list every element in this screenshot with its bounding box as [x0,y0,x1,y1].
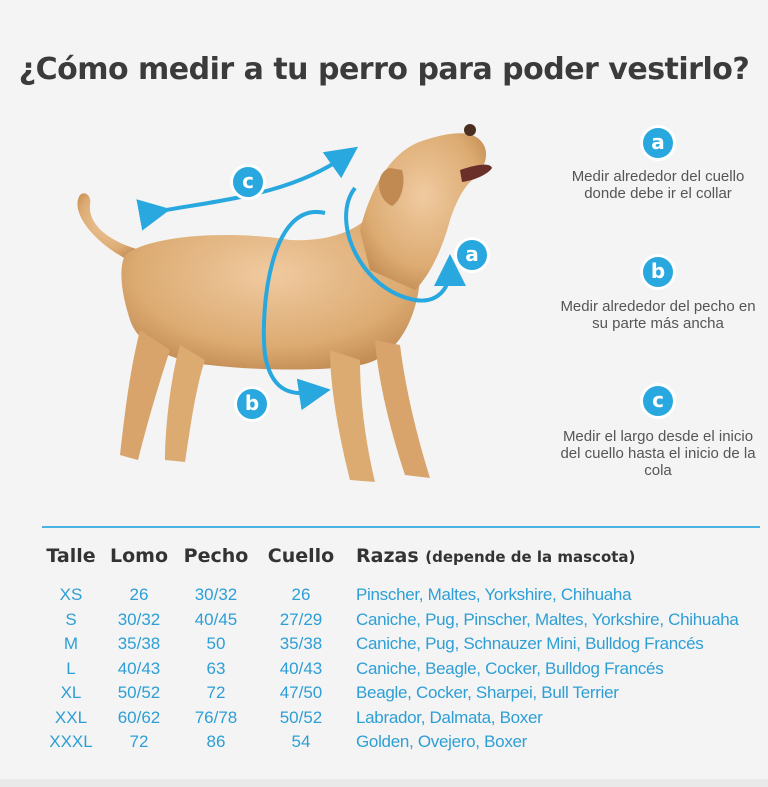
cell-razas: Caniche, Beagle, Cocker, Bulldog Francés [356,658,664,678]
dog-nose [464,124,476,136]
diagram-badge-a: a [454,237,490,273]
dog-illustration [77,124,492,482]
section-divider [42,526,760,528]
cell-pecho: 72 [206,683,226,703]
cell-cuello: 47/50 [279,683,323,703]
cell-talle: XXL [54,707,88,727]
cell-pecho: 86 [206,732,226,752]
diagram-badge-b: b [234,386,270,422]
legend-badge-a: a [640,125,676,161]
dog-leg-front-2 [375,340,430,478]
cell-lomo: 40/43 [117,658,161,678]
table-header-row: Talle Lomo Pecho Cuello Razas (depende d… [38,545,743,583]
table-body: XS 26 30/32 26 Pinscher, Maltes, Yorkshire, … [38,583,743,755]
dog-mouth [460,164,492,182]
cell-cuello: 54 [291,732,311,752]
table-row: XXXL 72 86 54 Golden, Ovejero, Boxer [38,730,743,755]
cell-cuello: 35/38 [279,634,323,654]
cell-talle: XXXL [49,732,93,752]
cell-pecho: 30/32 [194,585,238,605]
cell-cuello: 50/52 [279,707,323,727]
cell-talle: M [63,634,79,654]
header-pecho: Pecho [183,545,249,567]
dog-tail [77,193,140,260]
dog-leg-front [330,350,375,482]
page-title: ¿Cómo medir a tu perro para poder vestir… [18,52,750,87]
legend-badge-b: b [640,254,676,290]
legend-text-c: Medir el largo desde el inicio del cuell… [560,428,756,479]
cell-razas: Beagle, Cocker, Sharpei, Bull Terrier [356,683,619,703]
table-row: XS 26 30/32 26 Pinscher, Maltes, Yorkshire, … [38,583,743,608]
table-row: M 35/38 50 35/38 Caniche, Pug, Schnauzer Min… [38,632,743,657]
cell-pecho: 40/45 [194,609,238,629]
cell-razas: Caniche, Pug, Pinscher, Maltes, Yorkshir… [356,609,739,629]
cell-lomo: 30/32 [117,609,161,629]
cell-razas: Labrador, Dalmata, Boxer [356,707,543,727]
size-table: Talle Lomo Pecho Cuello Razas (depende d… [38,545,743,755]
cell-lomo: 60/62 [117,707,161,727]
cell-lomo: 35/38 [117,634,161,654]
legend-badge-c: c [640,383,676,419]
header-cuello: Cuello [267,545,335,567]
dog-leg-back-2 [165,345,205,462]
cell-talle: XL [60,683,82,703]
cell-cuello: 40/43 [279,658,323,678]
header-razas: Razas (depende de la mascota) [344,545,743,583]
header-razas-note: (depende de la mascota) [425,548,636,566]
cell-talle: S [65,609,77,629]
header-lomo: Lomo [109,545,168,567]
cell-cuello: 27/29 [279,609,323,629]
legend-text-b: Medir alrededor del pecho en su parte má… [560,298,756,332]
table-row: S 30/32 40/45 27/29 Caniche, Pug, Pinscher, … [38,608,743,633]
cell-pecho: 63 [206,658,226,678]
diagram-badge-c: c [230,164,266,200]
cell-lomo: 72 [129,732,149,752]
legend-text-a: Medir alrededor del cuello donde debe ir… [571,168,745,202]
cell-talle: L [66,658,76,678]
cell-lomo: 50/52 [117,683,161,703]
header-talle: Talle [46,545,96,567]
cell-talle: XS [59,585,83,605]
table-row: XXL 60/62 76/78 50/52 Labrador, Dalmata, Box… [38,706,743,731]
cell-pecho: 76/78 [194,707,238,727]
cell-pecho: 50 [206,634,226,654]
cell-razas: Pinscher, Maltes, Yorkshire, Chihuaha [356,585,632,605]
header-razas-label: Razas [356,545,419,567]
arrow-b [261,209,331,411]
dog-leg-back [120,330,170,460]
dog-body [121,210,420,370]
arrow-a [344,186,466,303]
table-row: XL 50/52 72 47/50 Beagle, Cocker, Sharpei, B… [38,681,743,706]
cell-cuello: 26 [291,585,311,605]
dog-ear [378,168,404,206]
cell-lomo: 26 [129,585,149,605]
table-row: L 40/43 63 40/43 Caniche, Beagle, Cocker, Bu… [38,657,743,682]
cell-razas: Caniche, Pug, Schnauzer Mini, Bulldog Fr… [356,634,704,654]
cell-razas: Golden, Ovejero, Boxer [356,732,528,752]
bottom-bar [0,779,768,787]
